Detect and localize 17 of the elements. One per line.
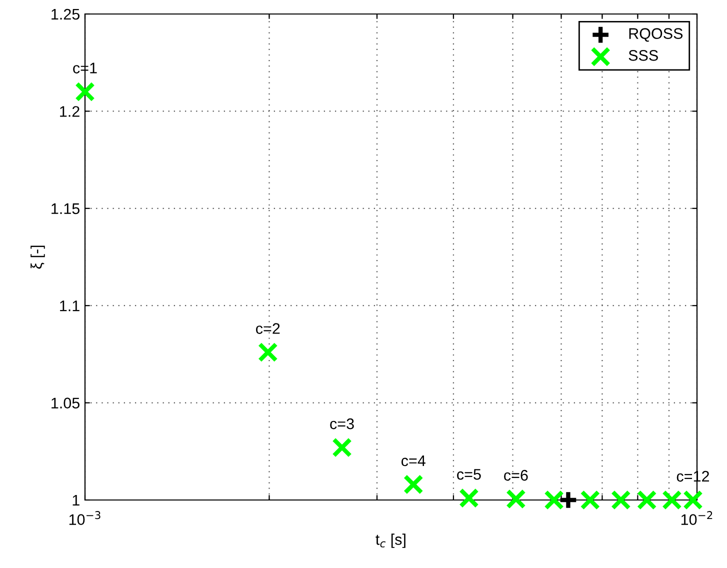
y-tick-label: 1.25 bbox=[52, 8, 80, 20]
y-tick-label: 1 bbox=[72, 495, 80, 506]
y-axis-title: ξ [-] bbox=[30, 246, 45, 269]
y-tick-label: 1.1 bbox=[60, 300, 80, 312]
y-tick-label: 1.15 bbox=[52, 203, 80, 214]
annotation: c=2 bbox=[256, 323, 280, 334]
y-tick-label: 1.2 bbox=[60, 106, 80, 117]
x-tick-label: 10$^{−2}$ bbox=[681, 511, 712, 525]
x-axis-title: t$_{c}$ [s] bbox=[376, 534, 406, 548]
legend-label: SSS bbox=[628, 50, 658, 61]
legend-label: RQOSS bbox=[629, 28, 683, 42]
y-tick-label: 1.05 bbox=[52, 398, 80, 408]
annotation: c=4 bbox=[401, 455, 426, 466]
annotation: c=3 bbox=[330, 418, 354, 430]
annotation: c=5 bbox=[457, 469, 481, 480]
x-tick-label: 10$^{−3}$ bbox=[69, 511, 100, 525]
annotation: c=6 bbox=[504, 470, 528, 481]
